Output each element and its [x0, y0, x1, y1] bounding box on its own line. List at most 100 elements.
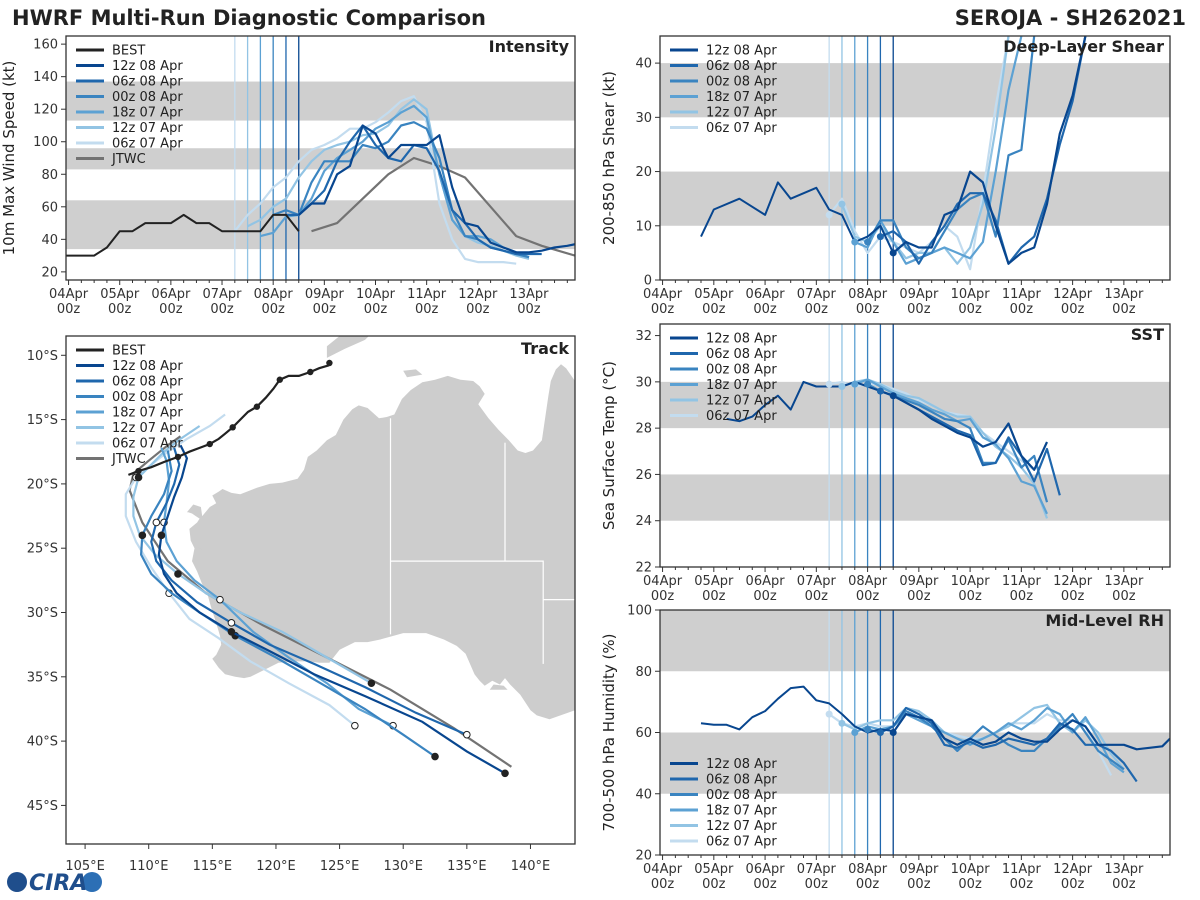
logo-badge-icon — [82, 872, 102, 892]
track-ytick-label-1: 15°S — [27, 413, 58, 428]
track-run-2-marker-2 — [431, 752, 439, 761]
shear-xtick-date-6: 10Apr — [951, 287, 991, 302]
sst-legend-label-5: 06z 07 Apr — [706, 409, 777, 424]
sst-legend-label-3: 18z 07 Apr — [706, 378, 777, 393]
intensity-run-line-3 — [260, 104, 530, 259]
intensity-xtick-date-9: 13Apr — [509, 287, 549, 302]
rh-xtick-hour-7: 00z — [1010, 877, 1034, 892]
intensity-legend-label-7: JTWC — [111, 152, 146, 167]
rh-xtick-date-0: 04Apr — [643, 862, 683, 877]
cira-logo: CIRA — [7, 871, 102, 896]
sst-xtick-hour-4: 00z — [856, 589, 880, 604]
track-ytick-label-2: 20°S — [27, 477, 58, 492]
track-legend-label-7: JTWC — [111, 452, 146, 467]
intensity-ytick-label-3: 80 — [41, 168, 58, 183]
intensity-legend-label-6: 06z 07 Apr — [112, 137, 183, 152]
storm-id: SEROJA - SH262021 — [955, 6, 1186, 30]
intensity-legend-label-2: 06z 08 Apr — [112, 75, 183, 90]
track-xtick-label-5: 130°E — [383, 859, 423, 874]
sst-init-marker-5 — [825, 380, 833, 388]
track-xtick-label-0: 105°E — [65, 859, 105, 874]
shear-init-marker-4 — [838, 200, 846, 208]
shear-xtick-hour-4: 00z — [856, 302, 880, 317]
track-ytick-label-3: 25°S — [27, 542, 58, 557]
track-run-4-marker-2 — [367, 679, 376, 688]
sst-xtick-hour-3: 00z — [805, 589, 829, 604]
shear-legend-label-4: 12z 07 Apr — [706, 106, 777, 121]
rh-ytick-label-2: 60 — [635, 726, 652, 741]
land-mass-1 — [192, 535, 205, 551]
intensity-xtick-date-5: 09Apr — [305, 287, 345, 302]
sst-init-marker-0 — [889, 392, 897, 400]
intensity-ytick-label-5: 120 — [33, 103, 58, 118]
sst-xtick-date-1: 05Apr — [694, 574, 734, 589]
rh-init-marker-3 — [851, 729, 859, 736]
track-run-0-marker-0 — [157, 531, 166, 540]
rh-xtick-hour-6: 00z — [958, 877, 982, 892]
shear-xtick-date-8: 12Apr — [1053, 287, 1093, 302]
rh-ytick-label-1: 40 — [635, 787, 652, 802]
track-best-marker-21 — [135, 467, 142, 475]
rh-ytick-label-0: 20 — [635, 849, 652, 864]
land-mass-4 — [403, 369, 423, 378]
rh-best-line — [700, 685, 894, 734]
sst-xtick-date-3: 07Apr — [797, 574, 837, 589]
track-xtick-label-1: 110°E — [129, 859, 169, 874]
sst-xtick-hour-0: 00z — [651, 589, 675, 604]
shear-xtick-hour-9: 00z — [1112, 302, 1136, 317]
sst-init-marker-3 — [851, 380, 859, 388]
sst-title: SST — [1131, 325, 1164, 344]
shear-legend-label-5: 06z 07 Apr — [706, 121, 777, 136]
shear-xtick-date-2: 06Apr — [746, 287, 786, 302]
track-frame — [65, 335, 576, 845]
intensity-xtick-hour-1: 00z — [108, 302, 132, 317]
intensity-xtick-hour-9: 00z — [517, 302, 541, 317]
shear-xtick-hour-0: 00z — [651, 302, 675, 317]
shear-run-line-2 — [866, 36, 1036, 260]
sst-ytick-label-2: 26 — [635, 468, 652, 483]
intensity-xtick-hour-3: 00z — [210, 302, 234, 317]
rh-xtick-hour-1: 00z — [702, 877, 726, 892]
track-run-line-5 — [124, 413, 356, 727]
intensity-run-line-5 — [233, 95, 517, 265]
sst-legend-label-0: 12z 08 Apr — [706, 332, 777, 347]
track-xtick-label-6: 135°E — [447, 859, 487, 874]
shear-xtick-hour-8: 00z — [1061, 302, 1085, 317]
track-panel: 105°E 110°E 115°E 120°E 125°E 130°E 135°E 140°E… — [27, 335, 576, 874]
shear-xtick-date-0: 04Apr — [643, 287, 683, 302]
rh-legend-label-3: 18z 07 Apr — [706, 804, 777, 819]
shear-xtick-date-3: 07Apr — [797, 287, 837, 302]
shear-ytick-label-3: 30 — [635, 111, 652, 126]
rh-ytick-label-3: 80 — [635, 665, 652, 680]
track-ytick-label-7: 45°S — [27, 799, 58, 814]
track-jtwc-line — [128, 435, 513, 768]
shear-xtick-hour-3: 00z — [805, 302, 829, 317]
intensity-ytick-label-0: 20 — [41, 265, 58, 280]
sst-xtick-date-2: 06Apr — [746, 574, 786, 589]
intensity-xtick-date-4: 08Apr — [254, 287, 294, 302]
intensity-legend-label-4: 18z 07 Apr — [112, 106, 183, 121]
track-title: Track — [521, 339, 569, 358]
intensity-best-line — [66, 213, 300, 257]
sst-xtick-hour-2: 00z — [753, 589, 777, 604]
shear-xtick-date-9: 13Apr — [1104, 287, 1144, 302]
intensity-xtick-hour-4: 00z — [261, 302, 285, 317]
intensity-legend-label-1: 12z 08 Apr — [112, 59, 183, 74]
track-run-line-2 — [139, 450, 436, 758]
intensity-xtick-hour-6: 00z — [364, 302, 388, 317]
shear-xtick-date-7: 11Apr — [1002, 287, 1042, 302]
intensity-ytick-label-6: 140 — [33, 70, 58, 85]
intensity-xtick-date-6: 10Apr — [356, 287, 396, 302]
sst-xtick-date-7: 11Apr — [1002, 574, 1042, 589]
track-run-0-marker-2 — [501, 769, 509, 778]
land-mass-3 — [326, 336, 369, 358]
rh-panel: 2040608010004Apr00z05Apr00z06Apr00z07Apr… — [600, 604, 1171, 892]
sst-panel: 22242628303204Apr00z05Apr00z06Apr00z07Ap… — [600, 323, 1171, 604]
rh-run-line-0 — [892, 713, 1170, 751]
rh-series-layer — [700, 685, 1170, 783]
rh-xtick-date-9: 13Apr — [1104, 862, 1144, 877]
track-best-marker-15 — [206, 440, 213, 448]
intensity-legend-label-5: 12z 07 Apr — [112, 121, 183, 136]
rh-xtick-date-8: 12Apr — [1053, 862, 1093, 877]
sst-run-line-4 — [841, 378, 1049, 519]
